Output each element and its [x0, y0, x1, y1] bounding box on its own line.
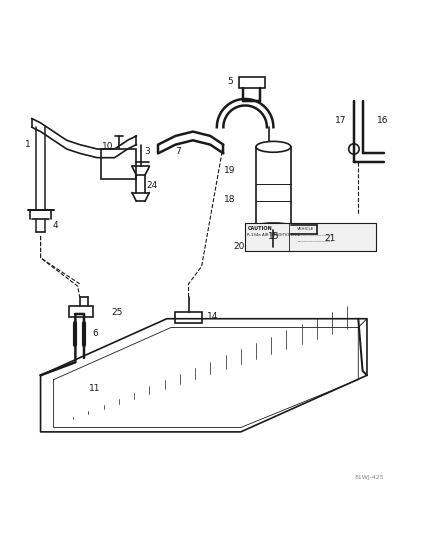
Text: 11: 11 — [89, 384, 101, 393]
Text: 16: 16 — [376, 116, 388, 125]
Text: 7: 7 — [175, 147, 180, 156]
Text: ____________________: ____________________ — [297, 233, 332, 237]
Bar — [239, 77, 265, 88]
Text: 6: 6 — [92, 329, 98, 338]
Text: 21: 21 — [324, 233, 336, 243]
Text: 14: 14 — [207, 312, 218, 321]
Bar — [102, 149, 136, 180]
Text: 24: 24 — [146, 181, 157, 190]
Text: 1: 1 — [25, 140, 30, 149]
Text: 10: 10 — [102, 142, 114, 151]
Text: 15: 15 — [268, 231, 279, 240]
Bar — [245, 223, 376, 251]
Text: 18: 18 — [224, 195, 236, 204]
Text: ____________________: ____________________ — [297, 238, 332, 243]
Text: 4: 4 — [53, 221, 59, 230]
Text: 19: 19 — [224, 166, 236, 175]
Text: 17: 17 — [335, 116, 346, 125]
Text: 81WJ-425: 81WJ-425 — [355, 475, 385, 480]
Bar — [176, 312, 201, 323]
Text: 20: 20 — [233, 243, 244, 252]
Text: VEHICLE: VEHICLE — [297, 227, 315, 231]
Text: 3: 3 — [144, 147, 150, 156]
Ellipse shape — [256, 141, 291, 152]
Text: CAUTION: CAUTION — [247, 226, 272, 231]
Ellipse shape — [247, 223, 300, 236]
Text: R-134a AIR CONDITIONING: R-134a AIR CONDITIONING — [247, 233, 300, 237]
Bar — [256, 147, 291, 230]
Bar — [69, 305, 93, 317]
Text: 5: 5 — [227, 77, 233, 86]
Text: 25: 25 — [111, 308, 122, 317]
